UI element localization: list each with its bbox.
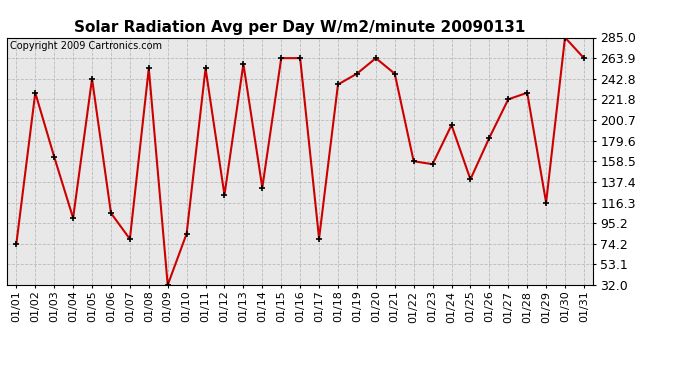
Text: Copyright 2009 Cartronics.com: Copyright 2009 Cartronics.com — [10, 41, 162, 51]
Title: Solar Radiation Avg per Day W/m2/minute 20090131: Solar Radiation Avg per Day W/m2/minute … — [75, 20, 526, 35]
